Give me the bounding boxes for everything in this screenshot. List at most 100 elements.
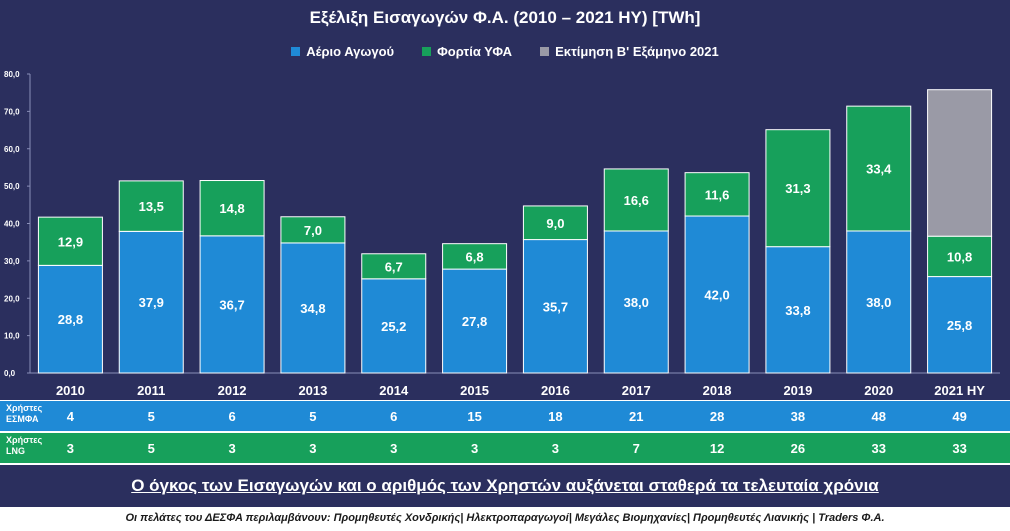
users-esmfa-value: 5 — [309, 409, 317, 424]
data-label: 12,9 — [58, 234, 83, 249]
summary-banner: Ο όγκος των Εισαγωγών και ο αριθμός των … — [0, 465, 1010, 507]
y-tick-label: 80,0 — [4, 70, 20, 79]
bar-pipeline-3 — [280, 242, 346, 374]
bar-pipeline-10 — [846, 230, 912, 374]
bar-pipeline-0 — [37, 264, 103, 374]
bar-pipeline-9 — [765, 246, 831, 374]
users-esmfa-row: Χρήστες ΕΣΜΦΑ 4 5 6 5 6 15 18 21 28 38 48 49 — [0, 401, 1010, 431]
bar-chart: 0,0 10,0 20,0 30,0 40,0 50,0 60,0 70,0 80,0 28,8 1… — [4, 70, 1000, 398]
data-label: 6,7 — [385, 259, 403, 274]
data-label: 6,8 — [466, 249, 484, 264]
data-label: 13,5 — [139, 199, 164, 214]
data-label: 38,0 — [624, 295, 649, 310]
data-label: 37,9 — [139, 295, 164, 310]
bar-lng-10 — [846, 105, 912, 232]
x-tick-label: 2013 — [298, 383, 327, 398]
users-lng-row: Χρήστες LNG 3 5 3 3 3 3 3 7 12 26 33 33 — [0, 433, 1010, 463]
y-tick-label: 30,0 — [4, 257, 20, 266]
summary-text: Ο όγκος των Εισαγωγών και ο αριθμός των … — [131, 476, 879, 495]
data-label: 9,0 — [546, 216, 564, 231]
x-tick-label: 2016 — [541, 383, 570, 398]
x-tick-label: 2019 — [783, 383, 812, 398]
bar-pipeline-4 — [361, 278, 427, 374]
bar-lng-9 — [765, 129, 831, 248]
legend-item-estimate: Εκτίμηση Β' Εξάμηνο 2021 — [540, 44, 719, 59]
users-esmfa-value: 18 — [548, 409, 563, 424]
x-tick-label: 2012 — [218, 383, 247, 398]
y-tick-label: 70,0 — [4, 107, 20, 116]
data-label: 35,7 — [543, 299, 568, 314]
bar-lng-2 — [199, 180, 265, 237]
users-lng-label: Χρήστες LNG — [6, 435, 43, 456]
bar-lng-8 — [684, 172, 750, 217]
users-lng-value: 7 — [632, 441, 640, 456]
users-esmfa-value: 6 — [228, 409, 236, 424]
users-lng-value: 3 — [470, 441, 479, 456]
data-label: 7,0 — [304, 223, 322, 238]
bar-lng-6 — [522, 205, 588, 241]
users-esmfa-value: 15 — [467, 409, 482, 424]
users-esmfa-value: 4 — [66, 409, 75, 424]
legend-swatch-estimate — [540, 47, 550, 56]
y-tick-label: 50,0 — [4, 182, 20, 191]
x-tick-label: 2018 — [703, 383, 732, 398]
users-lng-value: 3 — [551, 441, 560, 456]
data-label: 33,8 — [785, 303, 810, 318]
bar-estimate-11 — [927, 89, 993, 237]
data-label: 25,8 — [947, 318, 972, 333]
users-lng-value: 5 — [147, 441, 155, 456]
x-tick-label: 2011 — [137, 383, 165, 398]
users-esmfa-value: 6 — [390, 409, 398, 424]
legend-item-lng: Φορτία ΥΦΑ — [422, 44, 512, 59]
bar-lng-1 — [118, 180, 184, 232]
x-tick-label: 2015 — [460, 383, 489, 398]
data-label: 16,6 — [624, 193, 649, 208]
users-lng-value: 3 — [309, 441, 317, 456]
users-esmfa-value: 21 — [629, 409, 644, 424]
y-tick-label: 60,0 — [4, 145, 20, 154]
legend-label-lng: Φορτία ΥΦΑ — [437, 44, 513, 59]
data-label: 38,0 — [866, 295, 891, 310]
users-lng-value: 26 — [790, 441, 806, 456]
data-label: 31,3 — [785, 181, 810, 196]
legend-item-pipeline: Αέριο Αγωγού — [291, 44, 394, 59]
users-lng-value: 33 — [871, 441, 886, 456]
legend-label-pipeline: Αέριο Αγωγού — [306, 44, 395, 59]
users-esmfa-value: 49 — [952, 409, 967, 424]
legend: Αέριο Αγωγού Φορτία ΥΦΑ Εκτίμηση Β' Εξάμ… — [0, 44, 1010, 59]
x-tick-label: 2010 — [56, 383, 85, 398]
users-lng-value: 3 — [66, 441, 75, 456]
bar-lng-11 — [927, 235, 993, 278]
bar-pipeline-2 — [199, 235, 265, 374]
data-label: 42,0 — [704, 288, 729, 303]
data-label: 33,4 — [866, 162, 892, 177]
bar-lng-5 — [442, 243, 508, 270]
bar-pipeline-5 — [442, 268, 508, 374]
legend-label-estimate: Εκτίμηση Β' Εξάμηνο 2021 — [555, 44, 719, 59]
data-label: 34,8 — [300, 301, 325, 316]
y-tick-label: 0,0 — [4, 369, 16, 378]
data-label: 10,8 — [947, 249, 972, 264]
bar-lng-3 — [280, 216, 346, 244]
data-label: 36,7 — [219, 297, 244, 312]
users-lng-value: 3 — [390, 441, 398, 456]
data-label: 14,8 — [219, 201, 244, 216]
users-esmfa-value: 5 — [147, 409, 155, 424]
users-lng-value: 12 — [709, 441, 725, 456]
users-esmfa-label: Χρήστες ΕΣΜΦΑ — [6, 403, 43, 424]
x-tick-label: 2014 — [379, 383, 409, 398]
bar-pipeline-11 — [927, 276, 993, 374]
users-esmfa-value: 38 — [790, 409, 806, 424]
bar-lng-0 — [37, 216, 103, 266]
y-tick-label: 10,0 — [4, 332, 20, 341]
x-tick-label: 2017 — [622, 383, 651, 398]
bar-pipeline-7 — [603, 230, 669, 374]
data-label: 28,8 — [58, 312, 83, 327]
chart-panel: Εξέλιξη Εισαγωγών Φ.Α. (2010 – 2021 ΗΥ) … — [0, 0, 1010, 400]
data-label: 27,8 — [462, 314, 487, 329]
y-tick-label: 20,0 — [4, 294, 20, 303]
bar-lng-4 — [361, 253, 427, 280]
users-esmfa-value: 28 — [709, 409, 725, 424]
data-label: 25,2 — [381, 319, 406, 334]
legend-swatch-lng — [422, 47, 432, 56]
